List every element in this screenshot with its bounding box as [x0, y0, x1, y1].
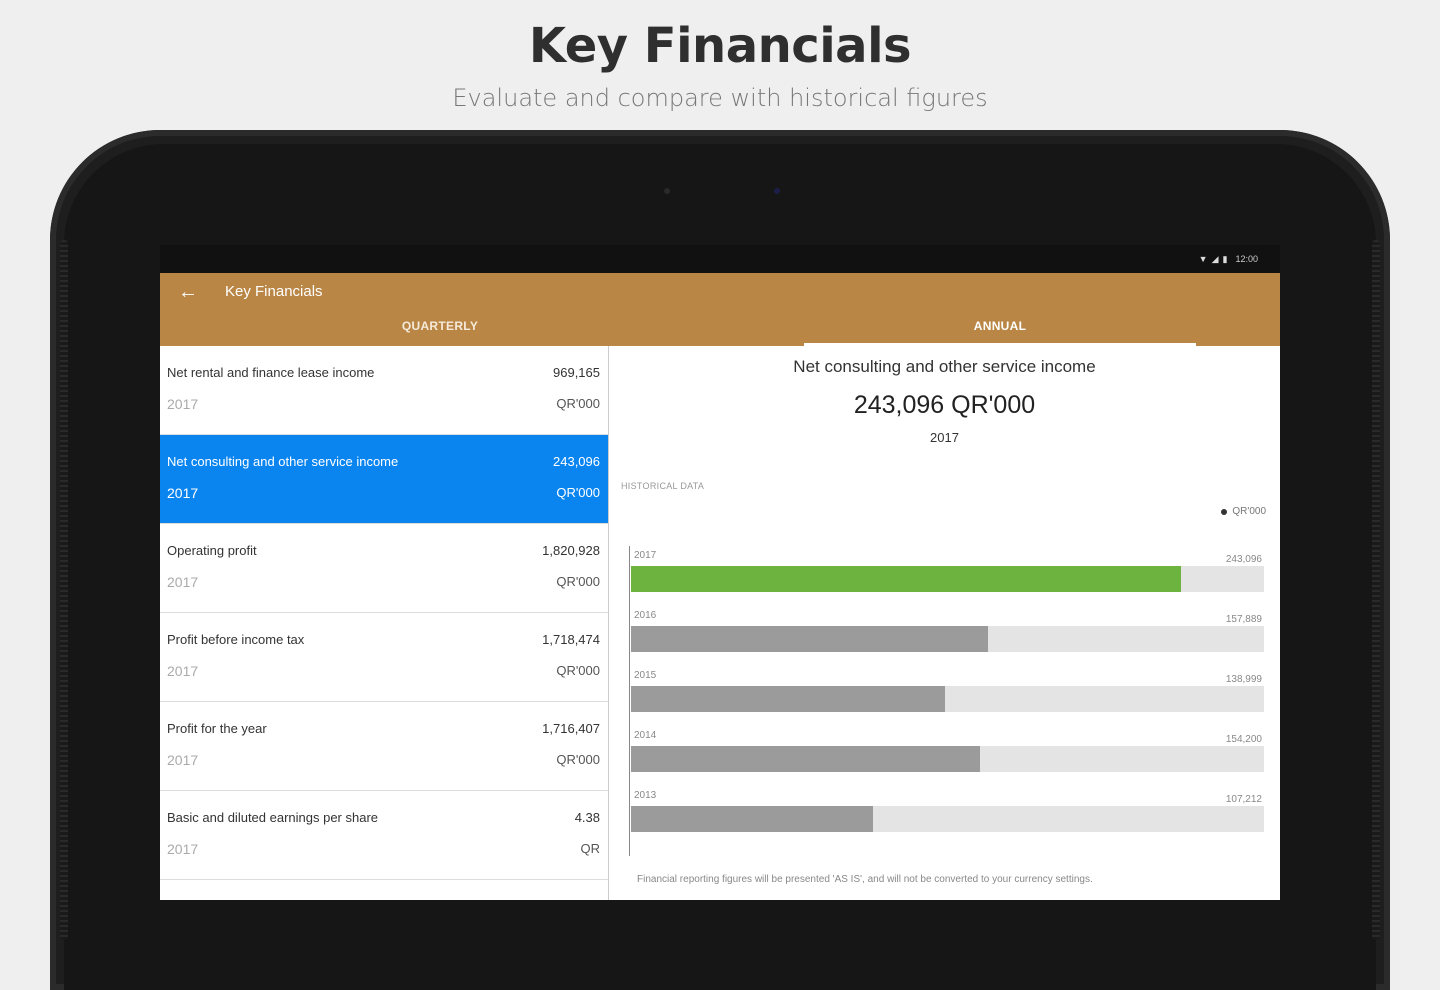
- appbar-title: Key Financials: [225, 283, 323, 300]
- speaker-grille-left: [60, 240, 68, 940]
- app-bar: ← Key Financials QUARTERLY ANNUAL: [160, 273, 1280, 346]
- bar-value-label: 107,212: [1225, 794, 1262, 805]
- item-unit: QR'000: [556, 485, 600, 500]
- app-screen: ▼ ◢ ▮ 12:00 ← Key Financials QUARTERLY A…: [160, 245, 1280, 900]
- bar-year-label: 2017: [634, 550, 657, 561]
- footnote: Financial reporting figures will be pres…: [637, 874, 1093, 885]
- bar-track: [631, 746, 1264, 772]
- item-year: 2017: [167, 841, 199, 857]
- item-name: Profit before income tax: [167, 632, 305, 647]
- list-item[interactable]: Profit for the year 2017 1,716,407 QR'00…: [160, 702, 608, 791]
- bar-year-label: 2015: [634, 670, 657, 681]
- item-year: 2017: [167, 485, 199, 501]
- bar-row-2015: 2015 138,999: [630, 666, 1264, 726]
- status-bar: ▼ ◢ ▮ 12:00: [160, 245, 1280, 273]
- bar-year-label: 2013: [634, 790, 657, 801]
- detail-value: 243,096 QR'000: [853, 391, 1036, 419]
- historical-bar-chart: 2017 243,096 2016 157,889 2015 138,999 2014 154…: [629, 546, 1266, 856]
- item-unit: QR: [580, 841, 601, 856]
- bar-value-label: 243,096: [1225, 554, 1262, 565]
- detail-year: 2017: [930, 430, 959, 445]
- item-value: 969,165: [553, 365, 600, 380]
- list-item[interactable]: Profit before income tax 2017 1,718,474 …: [160, 613, 608, 702]
- item-year: 2017: [167, 396, 199, 412]
- item-name: Basic and diluted earnings per share: [167, 810, 379, 825]
- item-value: 1,718,474: [542, 632, 600, 647]
- bar-value-label: 157,889: [1225, 614, 1262, 625]
- bar-row-2014: 2014 154,200: [630, 726, 1264, 786]
- tab-bar: QUARTERLY ANNUAL: [160, 310, 1280, 346]
- promo-subtitle: Evaluate and compare with historical fig…: [452, 84, 988, 112]
- bar-value-label: 138,999: [1225, 674, 1262, 685]
- status-time: 12:00: [1235, 254, 1258, 264]
- item-unit: QR'000: [556, 396, 600, 411]
- bar-track: [631, 686, 1264, 712]
- item-unit: QR'000: [556, 574, 600, 589]
- speaker-grille-right: [1372, 240, 1380, 940]
- bar-track: [631, 626, 1264, 652]
- content-area: Net rental and finance lease income 2017…: [160, 346, 1280, 900]
- list-item[interactable]: Operating profit 2017 1,820,928 QR'000: [160, 524, 608, 613]
- historical-data-label: HISTORICAL DATA: [621, 481, 705, 491]
- signal-icon: ◢: [1211, 253, 1219, 264]
- bar-row-2013: 2013 107,212: [630, 786, 1264, 846]
- bar-2013: [631, 806, 873, 832]
- item-value: 1,820,928: [542, 543, 600, 558]
- item-name: Operating profit: [167, 543, 257, 558]
- bar-row-2017: 2017 243,096: [630, 546, 1264, 606]
- item-year: 2017: [167, 752, 199, 768]
- item-value: 1,716,407: [542, 721, 600, 736]
- bar-track: [631, 566, 1264, 592]
- camera-icon: [664, 188, 670, 194]
- tab-annual[interactable]: ANNUAL: [720, 310, 1280, 346]
- item-name: Net consulting and other service income: [167, 454, 399, 469]
- item-year: 2017: [167, 574, 199, 590]
- legend-dot-icon: [1221, 508, 1228, 515]
- bar-year-label: 2016: [634, 610, 657, 621]
- chart-legend: QR'000: [1221, 506, 1266, 517]
- list-item[interactable]: Net rental and finance lease income 2017…: [160, 346, 608, 435]
- bar-2017: [631, 566, 1181, 592]
- bar-row-2016: 2016 157,889: [630, 606, 1264, 666]
- item-value: 243,096: [553, 454, 600, 469]
- item-unit: QR'000: [556, 663, 600, 678]
- list-item[interactable]: Basic and diluted earnings per share 201…: [160, 791, 608, 880]
- bar-2014: [631, 746, 980, 772]
- detail-panel: Net consulting and other service income …: [609, 346, 1280, 900]
- back-arrow-icon[interactable]: ←: [178, 281, 198, 303]
- tab-quarterly[interactable]: QUARTERLY: [401, 319, 479, 333]
- list-item-selected[interactable]: Net consulting and other service income …: [160, 435, 608, 524]
- wifi-icon: ▼: [1198, 254, 1208, 264]
- item-value: 4.38: [574, 810, 600, 825]
- financials-list: Net rental and finance lease income 2017…: [160, 346, 609, 900]
- bar-2015: [631, 686, 945, 712]
- item-name: Net rental and finance lease income: [167, 365, 375, 380]
- bar-value-label: 154,200: [1225, 734, 1262, 745]
- detail-title: Net consulting and other service income: [793, 357, 1096, 376]
- item-unit: QR'000: [556, 752, 600, 767]
- legend-label: QR'000: [1232, 506, 1266, 517]
- item-name: Profit for the year: [167, 721, 267, 736]
- bar-track: [631, 806, 1264, 832]
- sensor-icon: [774, 188, 780, 194]
- promo-title: Key Financials: [528, 18, 912, 74]
- bar-2016: [631, 626, 988, 652]
- battery-icon: ▮: [1222, 253, 1228, 264]
- bar-year-label: 2014: [634, 730, 657, 741]
- item-year: 2017: [167, 663, 199, 679]
